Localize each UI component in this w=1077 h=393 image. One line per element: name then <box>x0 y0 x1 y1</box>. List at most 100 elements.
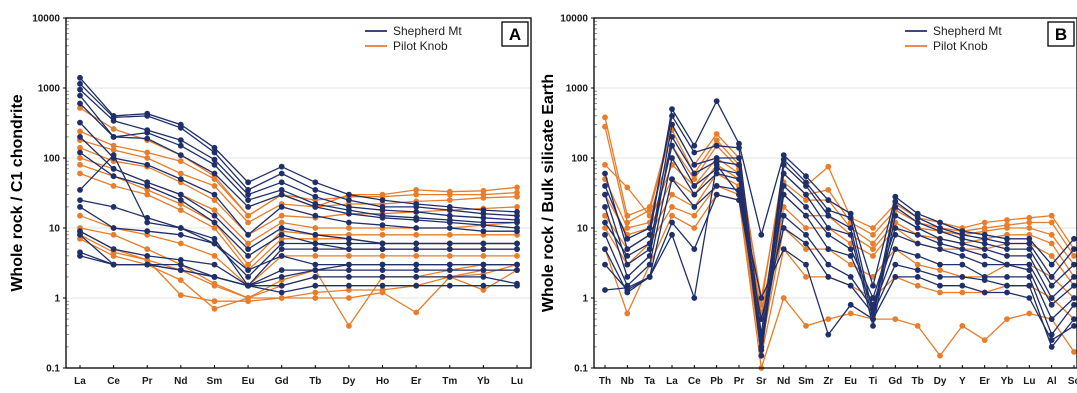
data-point <box>780 295 787 301</box>
data-point <box>981 277 988 283</box>
data-point <box>77 128 83 135</box>
data-point <box>981 235 988 242</box>
data-point <box>624 261 631 268</box>
data-point <box>177 292 184 298</box>
data-point <box>177 261 184 268</box>
data-point <box>1004 253 1010 259</box>
panel-b: 0.1 1 10 100 1000 10000 Th Nb Ta La Ce Pb Pr Sr Nd Sm Zr… <box>540 14 1077 387</box>
x-tick-label: Sc <box>1068 376 1077 387</box>
data-point <box>245 253 252 259</box>
data-point <box>981 337 988 343</box>
data-point <box>780 170 787 177</box>
y-tick-label: 1000 <box>38 84 61 95</box>
data-point <box>914 210 921 217</box>
data-point <box>245 246 252 253</box>
data-point <box>514 240 520 247</box>
data-point <box>312 193 319 200</box>
data-point <box>1071 323 1077 329</box>
data-point <box>514 267 520 273</box>
data-point <box>1071 253 1077 259</box>
data-point <box>312 246 319 253</box>
series-line <box>79 153 517 271</box>
data-point <box>110 173 117 180</box>
data-point <box>245 274 252 280</box>
data-point <box>870 231 876 238</box>
data-point <box>736 170 742 177</box>
data-point <box>646 240 653 247</box>
data-point <box>803 246 809 253</box>
series-shepherd-mt <box>602 142 1077 359</box>
data-point <box>144 214 151 221</box>
data-point <box>245 212 252 219</box>
x-tick-label: Lu <box>511 376 523 387</box>
data-point <box>825 274 832 280</box>
data-point <box>110 246 117 253</box>
data-point <box>825 231 832 238</box>
data-point <box>691 204 698 210</box>
data-point <box>211 183 218 189</box>
data-point <box>312 187 319 193</box>
data-point <box>959 231 966 238</box>
x-tick-label: Er <box>979 376 990 387</box>
data-point <box>77 92 83 99</box>
data-point <box>780 191 787 198</box>
data-point <box>177 240 184 247</box>
y-tick-label: 0.1 <box>46 364 60 375</box>
data-point <box>480 194 487 201</box>
data-point <box>211 261 218 268</box>
data-point <box>691 142 698 149</box>
data-point <box>110 147 117 153</box>
data-point <box>211 219 218 226</box>
data-point <box>1026 240 1033 247</box>
data-point <box>602 183 608 189</box>
data-point <box>803 204 809 210</box>
data-point <box>870 253 876 259</box>
data-point <box>713 142 720 149</box>
data-point <box>514 189 520 196</box>
data-point <box>691 191 698 198</box>
data-point <box>937 274 943 280</box>
data-point <box>480 261 487 268</box>
data-point <box>278 191 285 198</box>
data-point <box>211 253 218 259</box>
data-point <box>110 165 117 172</box>
data-point <box>446 219 453 226</box>
data-point <box>602 123 608 130</box>
data-point <box>379 214 386 221</box>
data-point <box>346 231 352 238</box>
data-point <box>346 246 352 253</box>
data-point <box>981 261 988 268</box>
series-line <box>79 89 518 221</box>
data-point <box>624 225 631 231</box>
data-point <box>77 105 83 111</box>
x-tick-label: Pb <box>710 376 723 387</box>
x-tick-label: Ta <box>644 376 655 387</box>
data-point <box>514 204 520 210</box>
data-point <box>77 134 83 140</box>
data-point <box>278 231 285 238</box>
data-point <box>346 261 352 268</box>
data-point <box>847 301 854 308</box>
data-point <box>379 246 386 253</box>
data-point <box>379 231 386 238</box>
data-point <box>691 225 698 231</box>
y-tick-label: 10000 <box>560 14 588 25</box>
series-line <box>79 83 518 217</box>
data-point <box>312 253 319 259</box>
y-tick-label: 1 <box>582 294 588 305</box>
series-line <box>79 130 518 217</box>
data-point <box>914 253 921 259</box>
data-point <box>646 274 653 280</box>
data-point <box>803 173 809 180</box>
data-point <box>379 207 386 214</box>
data-point <box>211 235 218 242</box>
data-point <box>825 163 832 170</box>
series-pilot-knob <box>602 170 1077 350</box>
data-point <box>177 231 184 238</box>
plot-frame <box>65 17 532 369</box>
series-line <box>604 163 1075 342</box>
data-point <box>780 183 787 189</box>
data-point <box>278 219 285 226</box>
